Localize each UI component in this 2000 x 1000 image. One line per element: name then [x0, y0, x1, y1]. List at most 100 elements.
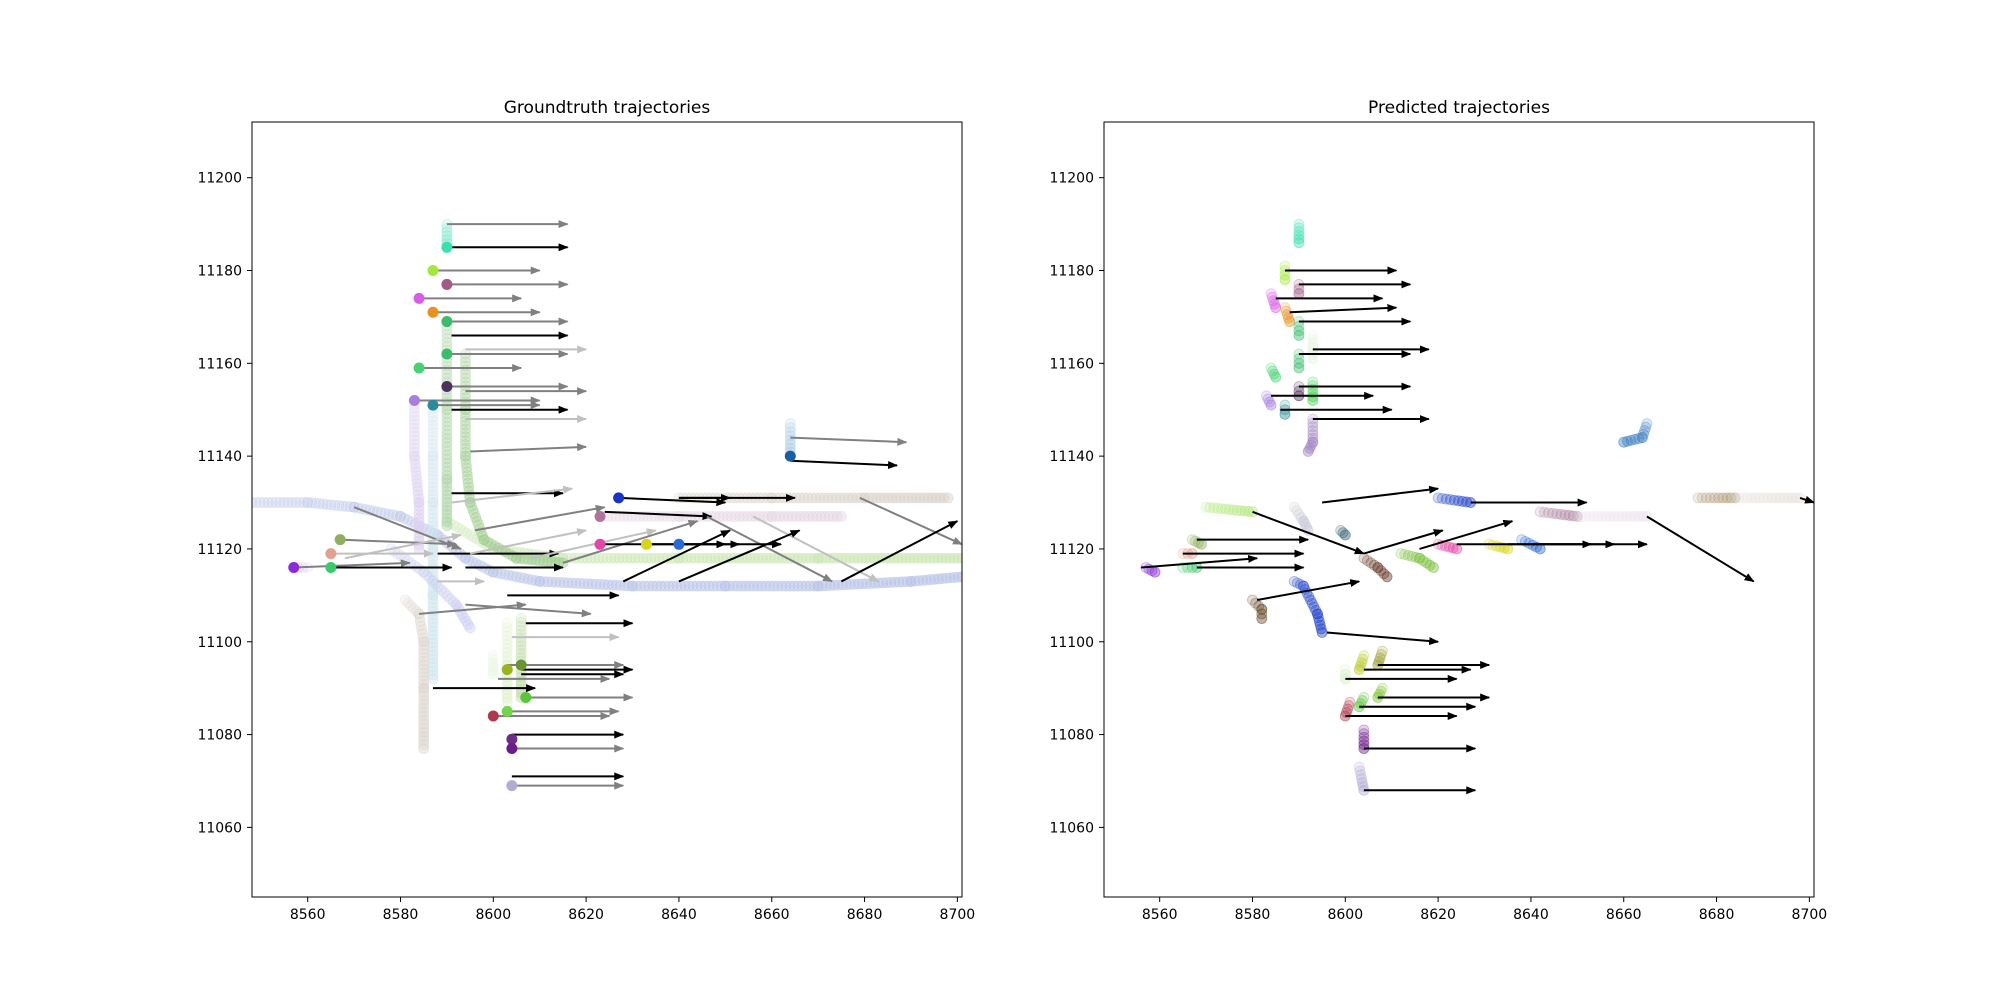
trail-point: [699, 580, 711, 592]
trail-point: [594, 579, 606, 590]
trail-point: [847, 492, 858, 504]
trail-point: [1306, 598, 1318, 609]
trail-point: [683, 580, 695, 592]
trail-point: [1622, 435, 1633, 447]
trail-point: [1750, 492, 1761, 504]
trail-point: [427, 570, 439, 582]
trail-point: [1307, 417, 1319, 429]
trail-point: [460, 435, 471, 447]
trail-point: [845, 579, 856, 590]
trail-point: [427, 450, 439, 462]
trail-point: [677, 511, 689, 522]
trail-point: [427, 641, 439, 653]
trail-point: [687, 580, 699, 592]
trail-point: [613, 552, 625, 564]
trail-point: [412, 485, 424, 497]
trail-point: [441, 520, 453, 532]
trail-point: [329, 499, 341, 511]
trail-point: [802, 492, 814, 504]
trail-point: [928, 552, 940, 564]
trail-point: [838, 492, 850, 504]
current-position-point: [427, 399, 439, 411]
trail-point: [1305, 594, 1316, 606]
trail-point: [1498, 542, 1510, 554]
trail-point: [849, 578, 860, 590]
trajectory-trail: [1729, 492, 1806, 504]
trail-point: [1745, 492, 1757, 504]
trail-point: [1231, 504, 1243, 516]
trail-point: [427, 450, 439, 462]
trail-point: [917, 574, 929, 586]
trail-point: [1365, 557, 1377, 569]
groundtruth-axes-frame: [251, 121, 963, 898]
trail-point: [786, 511, 798, 522]
trail-point: [574, 578, 586, 589]
trail-point: [916, 552, 928, 564]
trail-point: [800, 552, 812, 564]
predicted-plot-area: [1140, 218, 1814, 796]
trail-point: [1204, 502, 1216, 513]
trail-point: [1355, 769, 1367, 781]
trail-point: [550, 576, 562, 588]
trail-point: [643, 580, 655, 592]
trail-point: [784, 580, 796, 592]
trail-point: [929, 573, 940, 585]
trail-point: [418, 698, 430, 710]
trail-point: [409, 438, 420, 450]
trail-point: [944, 572, 956, 584]
trail-point: [798, 492, 810, 504]
trajectory-trail: [1353, 761, 1370, 796]
trajectory-trail: [1358, 552, 1393, 583]
trail-point: [606, 579, 618, 591]
trail-point: [689, 552, 701, 564]
trail-point: [790, 511, 802, 522]
trail-point: [427, 493, 439, 505]
trail-point: [898, 492, 910, 504]
current-position-point: [506, 742, 518, 754]
trail-point: [1182, 562, 1193, 573]
trail-point: [286, 497, 298, 508]
current-position-point: [784, 450, 796, 462]
trail-point: [441, 437, 453, 448]
trail-point: [461, 462, 473, 474]
trail-point: [427, 504, 439, 516]
trail-point: [413, 501, 425, 512]
trail-point: [487, 657, 499, 669]
trail-point: [721, 511, 733, 522]
trail-point: [804, 552, 816, 564]
trail-point: [538, 576, 550, 588]
trail-point: [948, 572, 960, 583]
trail-point: [713, 552, 725, 564]
trail-point: [875, 492, 886, 504]
trajectory-trail: [1293, 279, 1305, 300]
trail-point: [1293, 229, 1305, 241]
trail-point: [441, 332, 453, 344]
trail-point: [1737, 492, 1749, 504]
trail-point: [627, 580, 638, 592]
trail-point: [761, 552, 772, 564]
trail-point: [395, 511, 406, 522]
trail-point: [418, 739, 430, 750]
trail-point: [317, 498, 329, 510]
trail-point: [1395, 548, 1407, 559]
trail-point: [413, 508, 425, 520]
trail-point: [1786, 492, 1798, 504]
trail-point: [1403, 550, 1414, 561]
trail-point: [1262, 393, 1274, 405]
trail-point: [835, 511, 847, 522]
trail-point: [940, 572, 952, 584]
trail-point: [418, 722, 430, 734]
trail-point: [1377, 645, 1388, 657]
current-position-point: [640, 538, 652, 550]
trail-point: [1543, 507, 1554, 519]
trail-point: [1555, 508, 1567, 520]
trail-point: [427, 477, 439, 489]
trajectory-trail: [427, 399, 439, 685]
trail-point: [1212, 502, 1224, 514]
trail-point: [1247, 506, 1258, 518]
trail-point: [1279, 408, 1291, 420]
trail-point: [1633, 511, 1645, 522]
y-tick-label: 11080: [197, 728, 242, 744]
trail-point: [515, 644, 527, 655]
trail-point: [470, 511, 482, 523]
